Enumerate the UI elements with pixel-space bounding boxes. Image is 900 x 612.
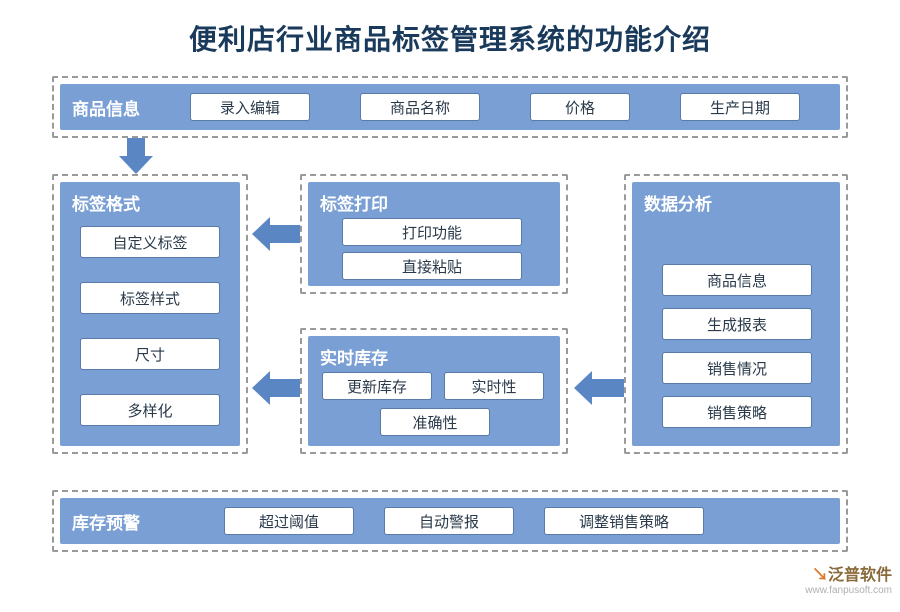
section-label-print-title: 标签打印 [308, 182, 560, 221]
pill-data-analysis-0: 商品信息 [662, 264, 812, 296]
pill-label-print-1: 直接粘贴 [342, 252, 522, 280]
section-realtime-stock-title: 实时库存 [308, 336, 560, 375]
pill-data-analysis-2: 销售情况 [662, 352, 812, 384]
pill-stock-alert-1: 自动警报 [384, 507, 514, 535]
pill-product-info-1: 商品名称 [360, 93, 480, 121]
pill-realtime-stock-0: 更新库存 [322, 372, 432, 400]
pill-data-analysis-1: 生成报表 [662, 308, 812, 340]
watermark: ↘泛普软件 www.fanpusoft.com [805, 567, 892, 596]
pill-product-info-2: 价格 [530, 93, 630, 121]
section-label-format-title: 标签格式 [60, 182, 240, 221]
pill-label-format-2: 尺寸 [80, 338, 220, 370]
pill-label-format-3: 多样化 [80, 394, 220, 426]
section-data-analysis-title: 数据分析 [632, 182, 840, 221]
pill-label-format-0: 自定义标签 [80, 226, 220, 258]
pill-stock-alert-0: 超过阈值 [224, 507, 354, 535]
pill-stock-alert-2: 调整销售策略 [544, 507, 704, 535]
pill-label-format-1: 标签样式 [80, 282, 220, 314]
pill-label-print-0: 打印功能 [342, 218, 522, 246]
pill-product-info-0: 录入编辑 [190, 93, 310, 121]
watermark-url: www.fanpusoft.com [805, 585, 892, 596]
pill-realtime-stock-1: 实时性 [444, 372, 544, 400]
pill-product-info-3: 生产日期 [680, 93, 800, 121]
diagram-canvas: 商品信息 录入编辑 商品名称 价格 生产日期 标签格式 自定义标签 标签样式 尺… [0, 72, 900, 612]
page-title: 便利店行业商品标签管理系统的功能介绍 [0, 0, 900, 72]
watermark-brand: ↘泛普软件 [805, 567, 892, 585]
pill-data-analysis-3: 销售策略 [662, 396, 812, 428]
pill-realtime-stock-2: 准确性 [380, 408, 490, 436]
